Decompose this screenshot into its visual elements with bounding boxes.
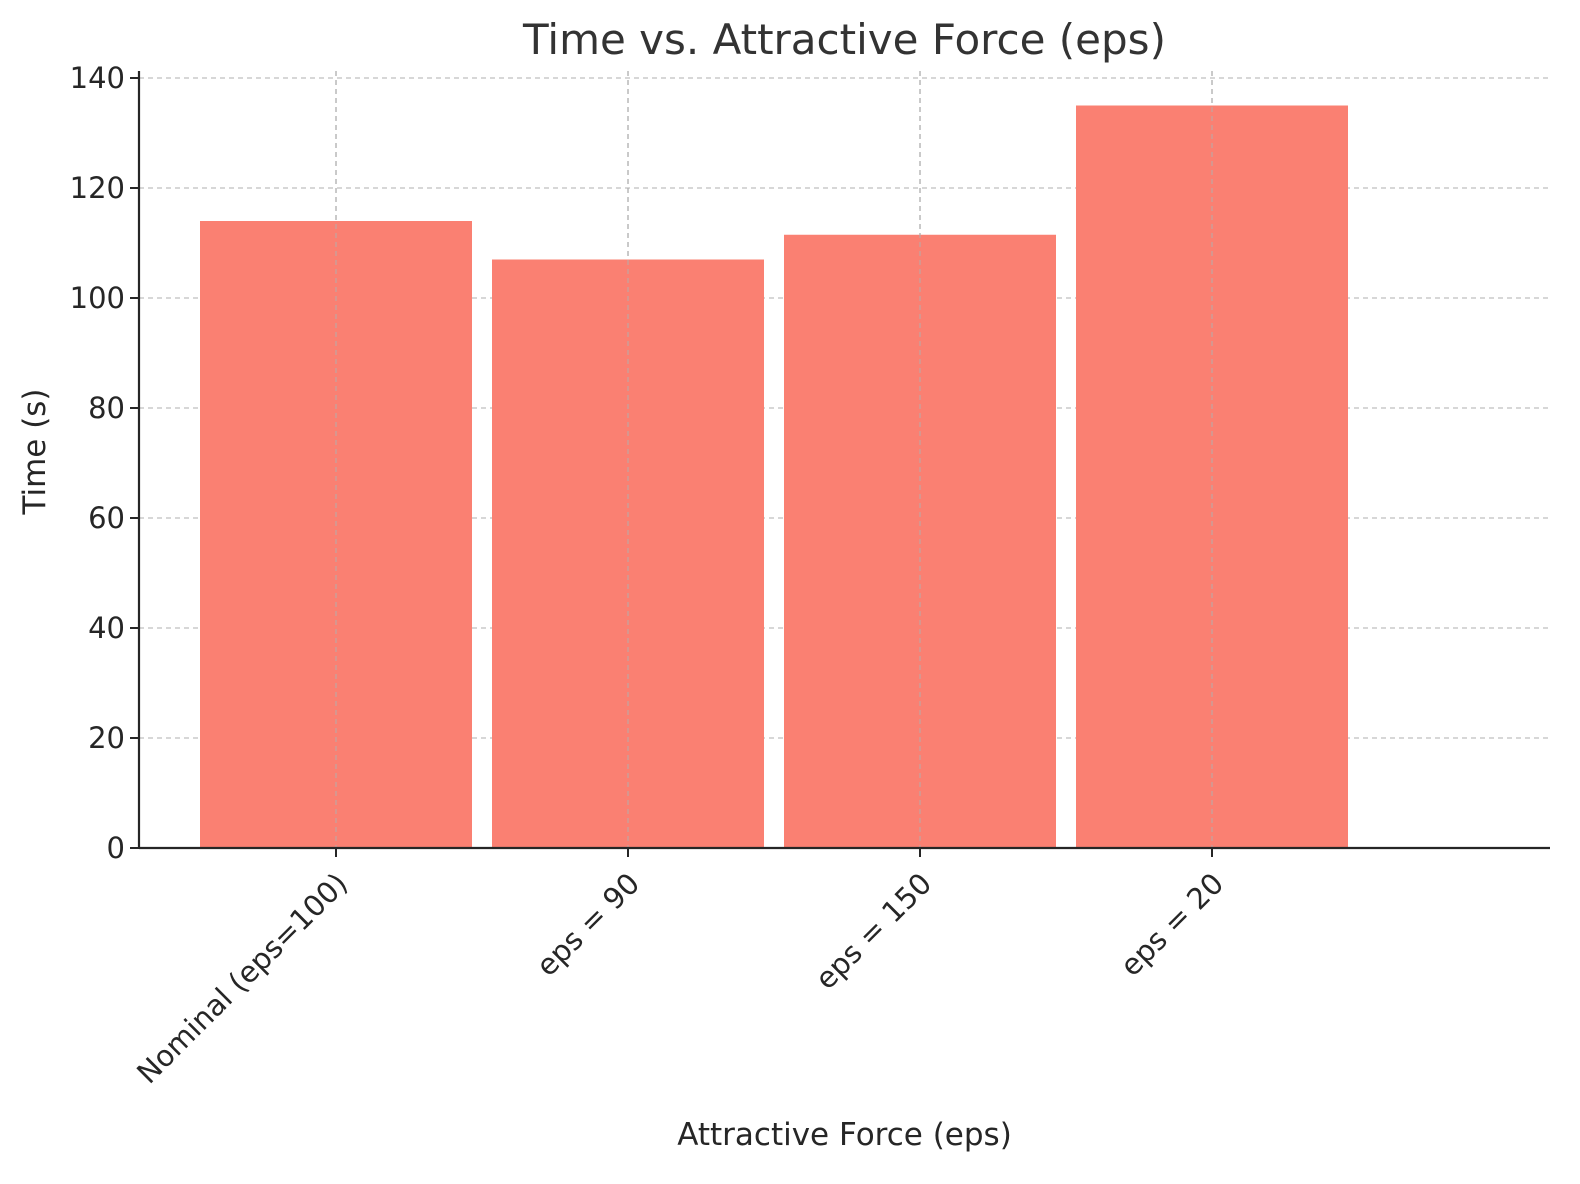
- x-tick-label: Nominal (eps=100): [130, 866, 354, 1090]
- x-axis-label: Attractive Force (eps): [677, 1117, 1012, 1153]
- y-tick-label: 40: [88, 611, 125, 645]
- y-axis-label: Time (s): [17, 388, 53, 515]
- x-tick-label: eps = 90: [530, 866, 647, 983]
- x-tick-label: eps = 150: [808, 866, 938, 996]
- axes-layer: [137, 71, 1550, 850]
- y-tick-label: 140: [70, 61, 125, 95]
- x-tick-label: eps = 20: [1114, 866, 1231, 983]
- y-ticks: 0 20 40 60 80 100 120 140: [70, 61, 139, 865]
- y-tick-label: 120: [70, 171, 125, 205]
- y-tick-label: 60: [88, 501, 125, 535]
- chart-title: Time vs. Attractive Force (eps): [522, 15, 1166, 64]
- bars-layer: [200, 71, 1348, 848]
- y-tick-label: 80: [88, 391, 125, 425]
- x-ticks: Nominal (eps=100) eps = 90 eps = 150 eps = …: [130, 848, 1230, 1090]
- y-tick-label: 100: [70, 281, 125, 315]
- y-tick-label: 20: [88, 721, 125, 755]
- y-tick-label: 0: [107, 831, 125, 865]
